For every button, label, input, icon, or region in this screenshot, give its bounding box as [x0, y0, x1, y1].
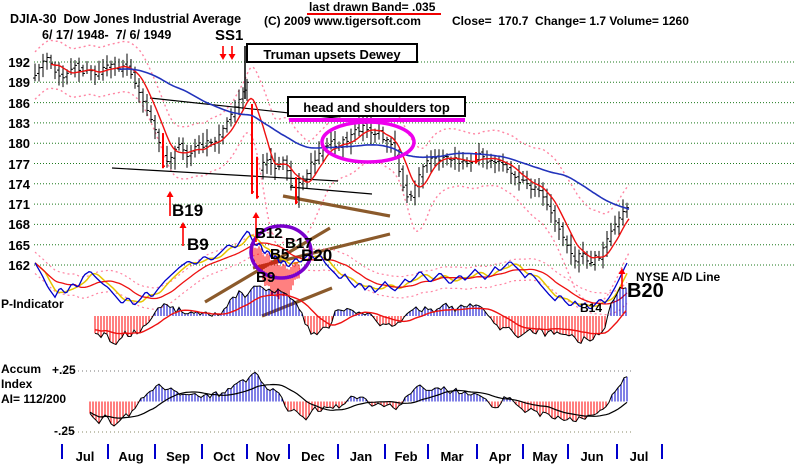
month-label-may-10: May: [532, 449, 558, 464]
truman-annotation-box[interactable]: Truman upsets Dewey: [246, 43, 418, 63]
month-label-apr-9: Apr: [488, 449, 512, 464]
month-label-feb-7: Feb: [394, 449, 418, 464]
signal-label-b9: B9: [187, 235, 209, 254]
y-tick-189: 189: [8, 75, 30, 91]
y-tick-177: 177: [8, 156, 30, 172]
month-label-aug-1: Aug: [118, 449, 144, 464]
y-tick-186: 186: [8, 95, 30, 111]
ai-value-label: AI= 112/200: [1, 392, 67, 406]
signal-label-b5: B5: [270, 246, 290, 263]
y-tick-180: 180: [8, 136, 30, 152]
date-range-label: 6/ 17/ 1948- 7/ 6/ 1949: [42, 28, 172, 42]
band-underline: [307, 13, 441, 15]
accum-upper-level-label: +.25: [52, 363, 76, 377]
signal-label-b14: B14: [580, 301, 603, 315]
signal-label-b17: B17: [285, 235, 313, 252]
y-tick-165: 165: [8, 237, 30, 253]
month-label-sep-2: Sep: [166, 449, 190, 464]
signal-label-b9: B9: [256, 269, 276, 286]
y-tick-183: 183: [8, 115, 30, 131]
signal-label-ss1: SS1: [215, 27, 244, 44]
copyright-label: (C) 2009 www.tigersoft.com: [264, 14, 421, 28]
index-label: Index: [1, 377, 33, 391]
accum-lower-level-label: -.25: [54, 424, 75, 438]
y-tick-171: 171: [8, 197, 30, 213]
month-label-dec-5: Dec: [301, 449, 325, 464]
p-indicator-label: P-Indicator: [1, 297, 64, 311]
signal-label-nyse-a-d-line: NYSE A/D Line: [636, 270, 721, 284]
band-status-label: last drawn Band= .035: [309, 0, 436, 14]
signal-label-b19: B19: [172, 201, 204, 220]
y-tick-168: 168: [8, 217, 30, 233]
quote-summary-label: Close= 170.7 Change= 1.7 Volume= 1260: [452, 14, 689, 28]
month-label-jul-12: Jul: [629, 449, 649, 464]
month-label-jan-6: Jan: [349, 449, 373, 464]
y-tick-162: 162: [8, 258, 30, 273]
month-label-jul-0: Jul: [75, 449, 95, 464]
month-label-mar-8: Mar: [440, 449, 464, 464]
month-label-oct-3: Oct: [213, 449, 235, 464]
signal-label-b20: B20: [627, 280, 664, 302]
head-shoulders-annotation-box[interactable]: head and shoulders top: [287, 96, 466, 117]
month-label-jun-11: Jun: [580, 449, 604, 464]
y-tick-174: 174: [8, 176, 30, 192]
chart-title: DJIA-30 Dow Jones Industrial Average: [10, 12, 242, 26]
head-shoulders-underline: [289, 118, 465, 122]
month-label-nov-4: Nov: [255, 449, 281, 464]
signal-label-b12: B12: [255, 225, 283, 242]
signal-label-b20: B20: [301, 246, 333, 265]
y-tick-192: 192: [8, 55, 30, 70]
accum-label: Accum: [1, 362, 42, 376]
